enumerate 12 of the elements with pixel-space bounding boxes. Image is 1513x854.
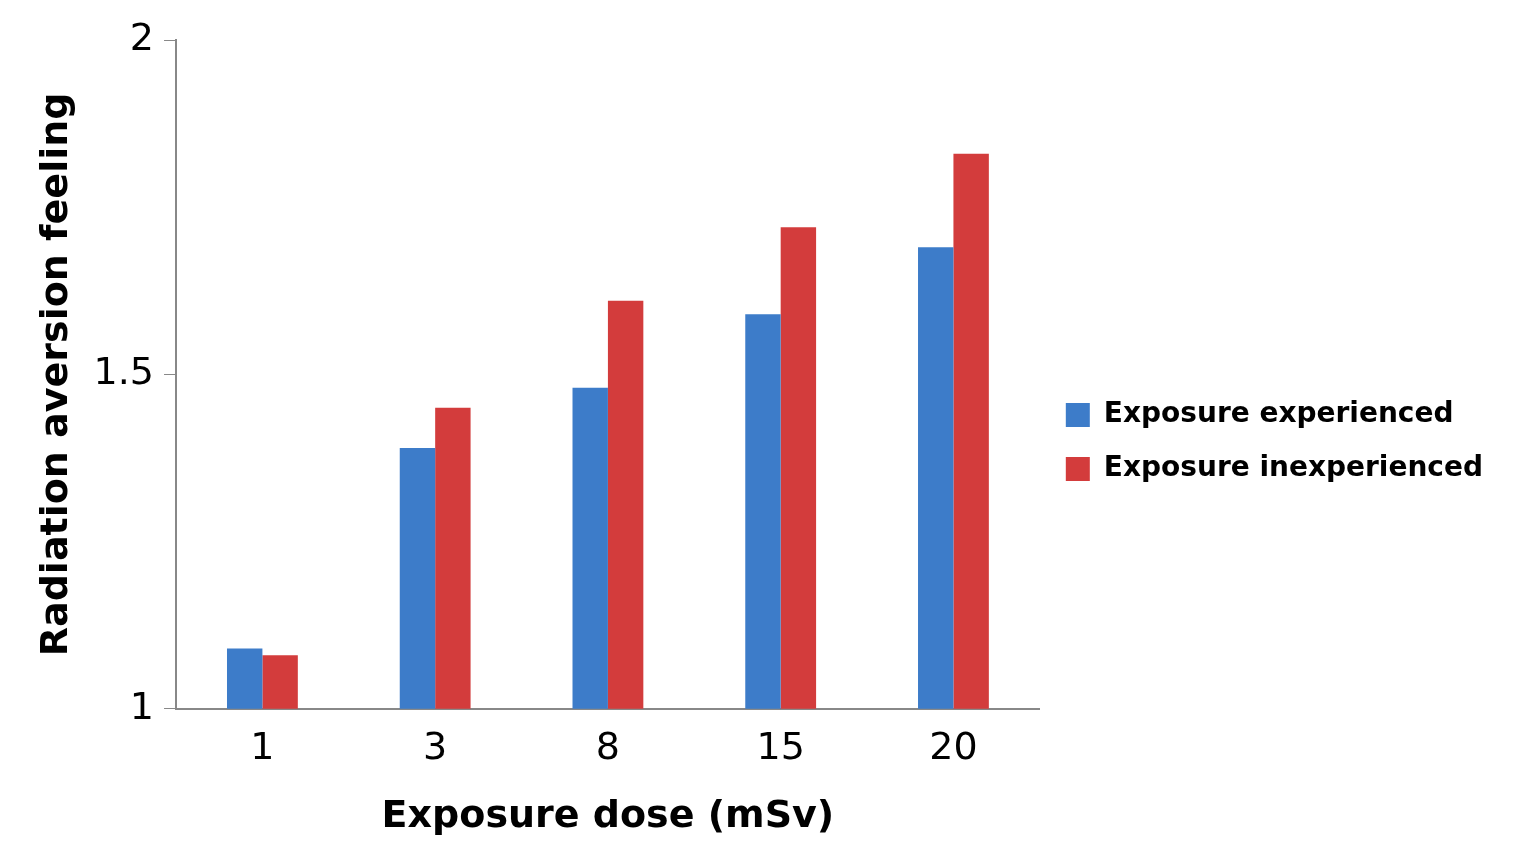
y-tick-label: 1 xyxy=(129,683,155,728)
x-tick-label: 15 xyxy=(756,724,805,769)
x-axis-title: Exposure dose (mSv) xyxy=(381,792,835,837)
y-tick-label: 1.5 xyxy=(93,349,155,394)
legend-label: Exposure experienced xyxy=(1103,396,1454,430)
y-axis-title: Radiation aversion feeling xyxy=(31,92,76,657)
x-tick-label: 20 xyxy=(929,724,978,769)
x-tick-label: 3 xyxy=(423,724,448,769)
y-tick-label: 2 xyxy=(129,14,155,59)
legend-label: Exposure inexperienced xyxy=(1103,450,1484,484)
x-tick-label: 8 xyxy=(595,724,621,769)
x-tick-label: 1 xyxy=(250,724,275,769)
